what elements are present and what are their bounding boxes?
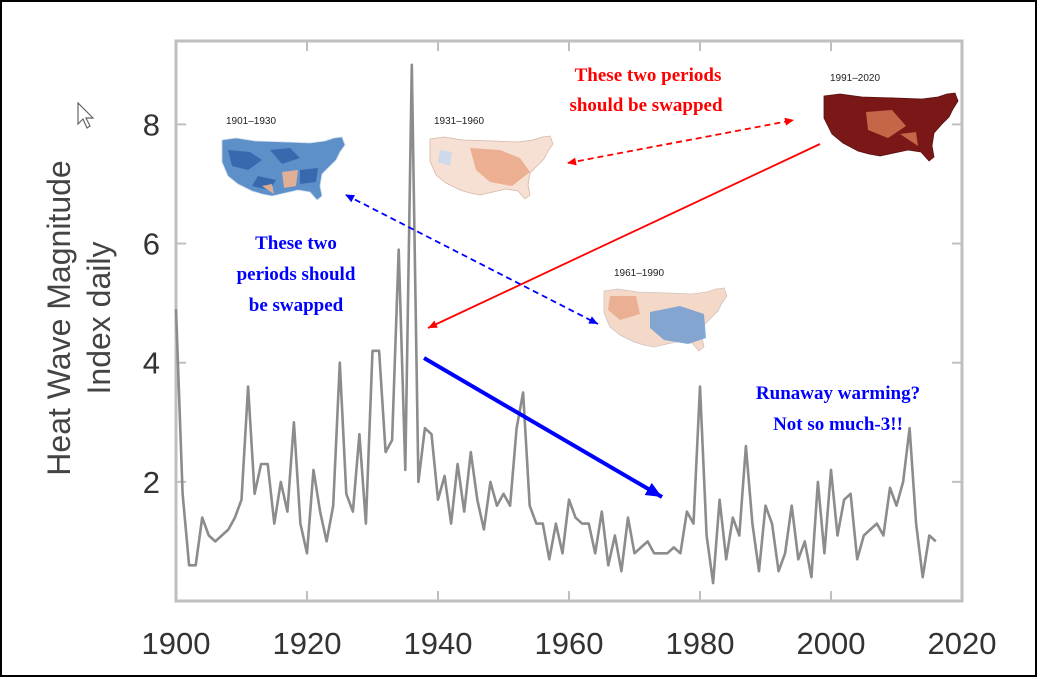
- x-tick-label: 2020: [928, 626, 997, 661]
- map-texture: [228, 148, 318, 190]
- map-inset-1961-1990: 1961–1990: [603, 268, 728, 352]
- map-texture-light: [866, 110, 918, 146]
- runaway-annotation-line1: Runaway warming?: [756, 383, 920, 404]
- x-tick-label: 1960: [535, 626, 604, 661]
- mouse-cursor-icon: [77, 101, 95, 129]
- y-tick-label: 8: [143, 107, 160, 142]
- y-axis-label-line1: Heat Wave Magnitude: [41, 160, 77, 475]
- runaway-annotation-line2: Not so much-3!!: [773, 414, 903, 435]
- map-inset-label: 1931–1960: [434, 116, 484, 127]
- x-tick-label: 1940: [404, 626, 473, 661]
- x-tick-label: 1980: [666, 626, 735, 661]
- y-tick-label: 6: [143, 227, 160, 262]
- map-texture-warm: [262, 170, 298, 194]
- red-swap-arrow: [567, 117, 795, 166]
- y-tick-label: 2: [143, 465, 160, 500]
- map-texture-warm: [608, 296, 640, 320]
- red-annotation-line1: These two periods: [575, 65, 722, 86]
- map-inset-1931-1960: 1931–1960: [429, 116, 554, 200]
- axis-tick-labels: 1900 1920 1940 1960 1980 2000 2020 2 4 6 8: [142, 107, 997, 661]
- red-annotation-line2: should be swapped: [569, 95, 723, 116]
- map-texture-cool: [438, 150, 452, 166]
- blue-swap-arrow: [345, 194, 599, 325]
- blue-annotation-line1: These two: [255, 233, 337, 254]
- map-inset-1991-2020: 1991–2020: [823, 73, 959, 162]
- map-inset-1901-1930: 1901–1930: [221, 116, 346, 201]
- y-axis-label-group: Heat Wave Magnitude Index daily: [41, 160, 117, 475]
- map-inset-label: 1961–1990: [614, 268, 664, 279]
- y-axis-label-line2: Index daily: [81, 242, 117, 395]
- blue-annotation: These two periods should be swapped Runa…: [237, 194, 920, 499]
- y-tick-label: 4: [143, 346, 160, 381]
- map-inset-label: 1991–2020: [830, 73, 880, 84]
- heat-wave-series-line: [174, 63, 937, 585]
- blue-annotation-line2: periods should: [237, 264, 356, 285]
- map-texture-cool: [650, 306, 706, 344]
- x-tick-label: 1920: [273, 626, 342, 661]
- map-texture: [470, 148, 530, 186]
- blue-annotation-line3: be swapped: [249, 295, 344, 316]
- x-tick-label: 1900: [142, 626, 211, 661]
- map-inset-label: 1901–1930: [226, 116, 276, 127]
- us-map-1901-1930-icon: [221, 136, 346, 201]
- blue-trend-arrow: [422, 356, 664, 499]
- x-tick-label: 2000: [797, 626, 866, 661]
